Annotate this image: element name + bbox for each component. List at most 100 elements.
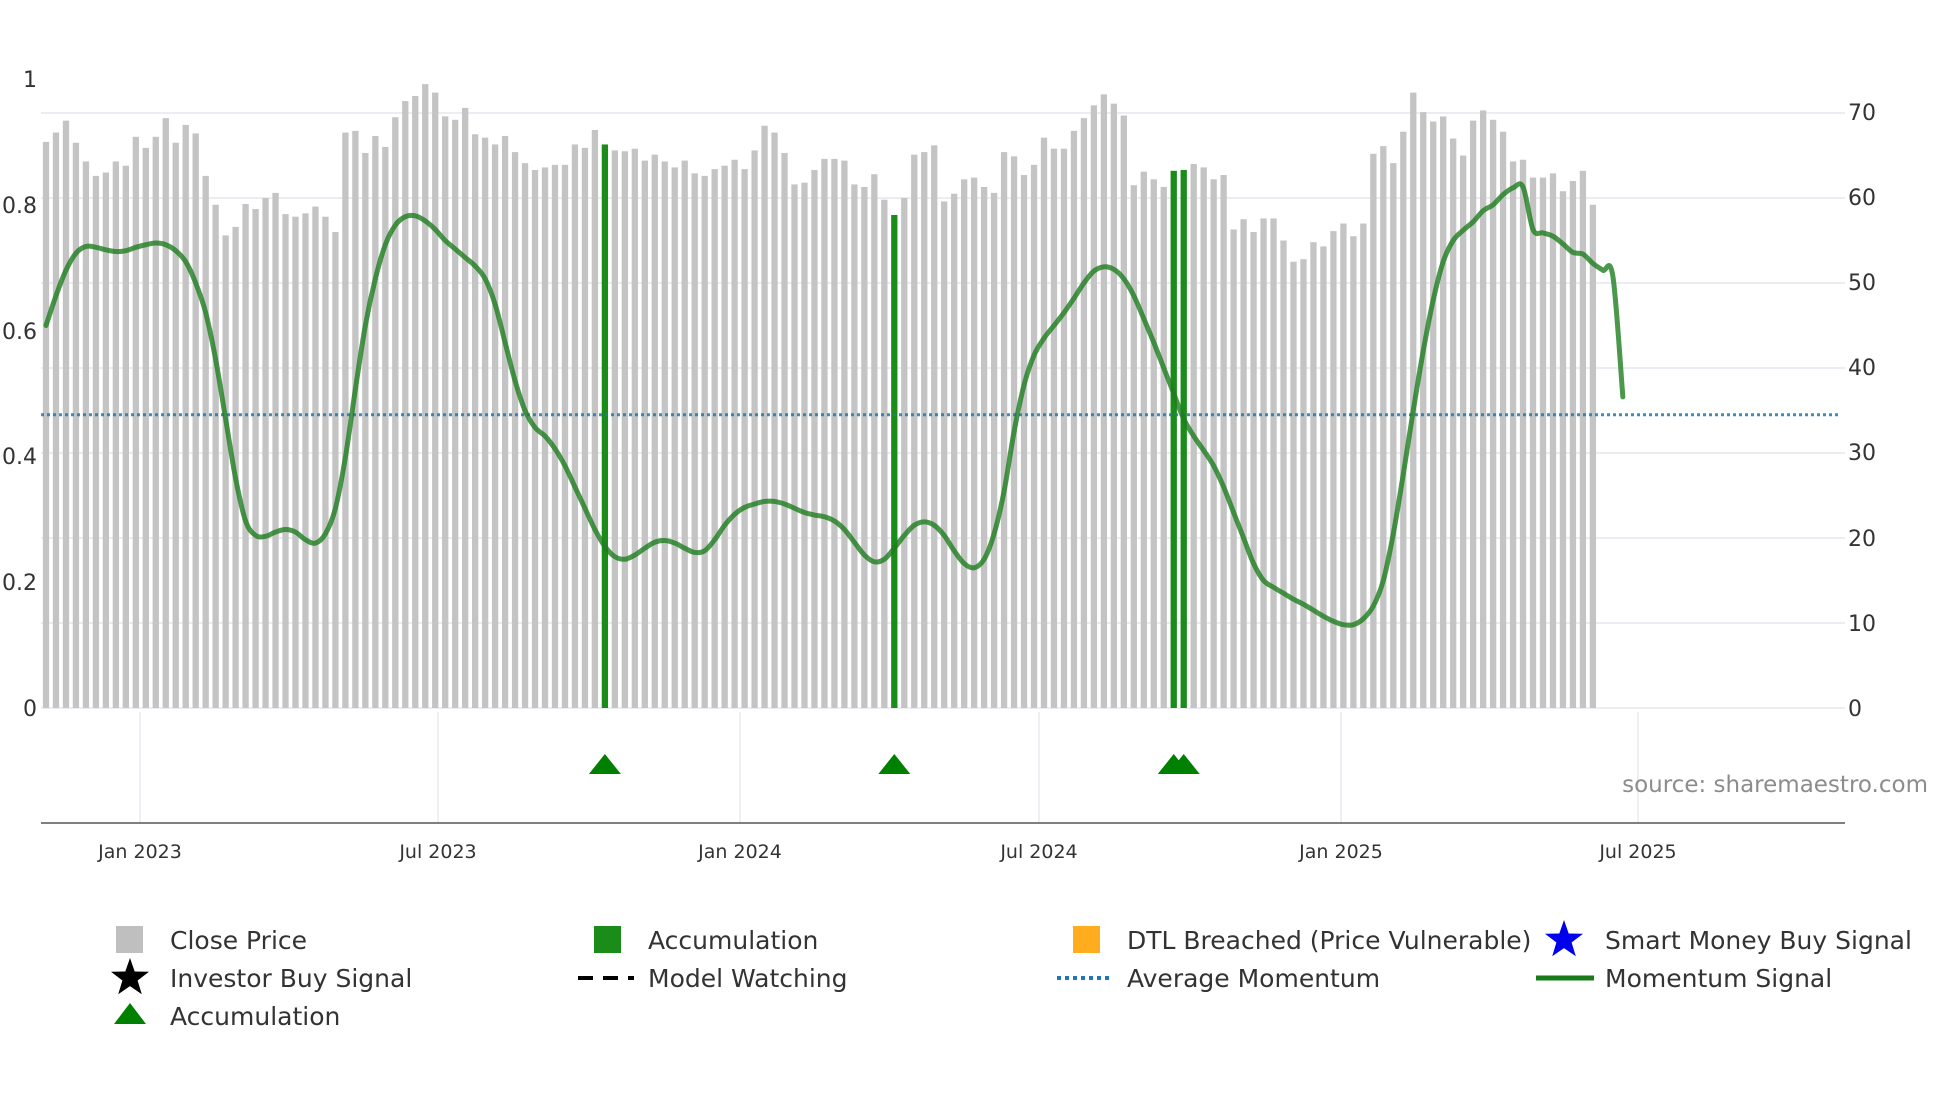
price-bar <box>1050 148 1058 708</box>
price-bar <box>761 125 768 708</box>
x-tick: Jan 2025 <box>1298 841 1383 863</box>
price-bar <box>671 167 678 708</box>
price-bar <box>861 186 868 708</box>
price-bar <box>1380 146 1387 708</box>
left-tick: 0.4 <box>2 445 37 470</box>
price-bar <box>1020 175 1028 709</box>
price-bar <box>52 132 60 709</box>
price-bar <box>711 169 718 709</box>
price-bar <box>741 169 748 709</box>
price-bar <box>471 134 479 708</box>
price-bar <box>1330 231 1337 708</box>
price-bar <box>1240 219 1247 708</box>
price-bar <box>162 118 169 709</box>
price-bar <box>641 160 648 709</box>
accumulation-triangle <box>588 754 621 774</box>
price-bar <box>422 84 429 709</box>
price-bar <box>192 133 199 708</box>
price-bar <box>581 147 589 709</box>
price-bar <box>1370 153 1377 709</box>
x-tick: Jul 2024 <box>999 841 1077 863</box>
price-bar <box>112 161 120 708</box>
price-bar <box>322 216 329 708</box>
price-bar <box>372 135 379 708</box>
legend-label: Smart Money Buy Signal <box>1605 926 1912 955</box>
price-bar <box>252 209 259 709</box>
price-bar <box>951 193 958 708</box>
price-bar <box>82 161 90 708</box>
left-tick: 0.8 <box>2 194 37 219</box>
price-bar <box>1150 179 1157 709</box>
left-tick: 0.6 <box>2 320 37 345</box>
legend: Close Price Accumulation DTL Breached (P… <box>111 920 1912 1031</box>
price-bar <box>1589 204 1597 709</box>
price-bar <box>1320 246 1327 708</box>
price-bar <box>272 192 279 708</box>
price-bar <box>92 175 100 708</box>
price-bar <box>791 184 798 708</box>
price-bar <box>1579 170 1587 709</box>
price-bar <box>561 164 569 709</box>
price-bar <box>811 169 818 708</box>
price-bar <box>412 96 419 708</box>
price-bar <box>1270 218 1277 708</box>
left-tick: 0.2 <box>2 571 37 596</box>
price-bar <box>1160 186 1167 708</box>
price-bar <box>871 174 878 708</box>
price-bar <box>402 101 409 709</box>
price-bar <box>72 142 80 708</box>
price-bar <box>771 132 778 709</box>
price-bar <box>342 132 349 709</box>
price-bar <box>1070 130 1078 709</box>
x-axis: Jan 2023 Jul 2023 Jan 2024 Jul 2024 Jan … <box>97 841 1677 863</box>
price-bar <box>511 152 519 709</box>
price-bar <box>1250 232 1257 708</box>
price-bar <box>122 165 129 708</box>
price-bar <box>701 175 708 708</box>
legend-label: Accumulation <box>648 926 818 955</box>
price-bar <box>292 216 299 708</box>
price-bar <box>921 152 928 709</box>
price-bar <box>1080 118 1088 709</box>
price-bar <box>152 136 159 709</box>
price-bar <box>1130 185 1137 708</box>
price-bar <box>1390 163 1397 708</box>
price-bar <box>781 152 788 708</box>
price-bar <box>911 154 918 708</box>
price-bar <box>881 199 888 708</box>
legend-green-triangle-icon <box>114 1003 146 1024</box>
price-bar <box>1420 112 1427 708</box>
legend-green-square-icon <box>594 926 621 953</box>
price-bar <box>1030 164 1038 709</box>
legend-label: Model Watching <box>648 964 848 993</box>
legend-label: Average Momentum <box>1127 964 1380 993</box>
price-bar <box>841 160 848 709</box>
right-tick: 0 <box>1848 697 1862 722</box>
price-bar <box>1040 137 1048 708</box>
legend-blue-star-icon <box>1545 920 1583 957</box>
right-tick: 40 <box>1848 356 1876 381</box>
price-bar <box>1529 177 1537 709</box>
price-bar <box>1519 159 1527 708</box>
price-bar <box>1120 115 1127 709</box>
price-bar <box>1400 131 1407 708</box>
price-bar <box>392 117 399 708</box>
price-bar <box>312 206 319 708</box>
price-bar <box>901 198 908 708</box>
price-bar <box>571 144 579 708</box>
close-price-bars <box>42 84 1597 709</box>
price-bar <box>1060 148 1068 708</box>
price-bar <box>1440 116 1447 708</box>
price-bar <box>442 116 449 708</box>
price-bar <box>382 147 389 708</box>
price-bar <box>432 92 439 709</box>
price-bar <box>1210 179 1217 709</box>
right-tick: 30 <box>1848 441 1876 466</box>
price-bar <box>1509 161 1517 708</box>
legend-label: DTL Breached (Price Vulnerable) <box>1127 926 1531 955</box>
price-bar <box>462 107 469 708</box>
price-bar <box>1469 120 1477 708</box>
price-bar <box>961 179 968 709</box>
price-bar <box>362 152 369 708</box>
legend-label: Investor Buy Signal <box>170 964 412 993</box>
